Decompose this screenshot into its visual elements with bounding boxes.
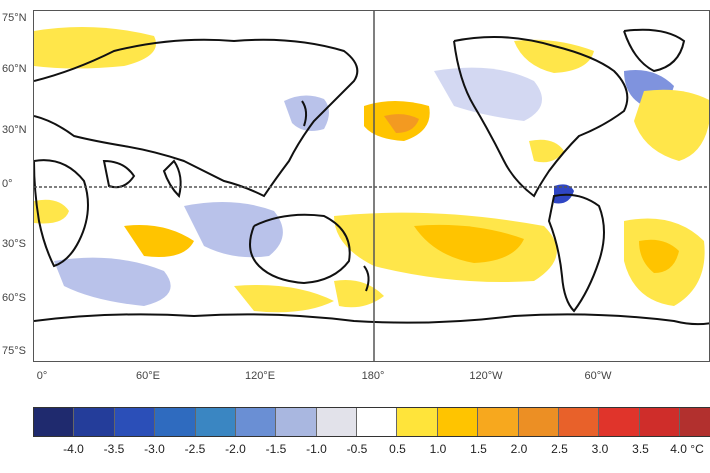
colorbar-swatch [680,408,710,436]
colorbar-swatch [276,408,317,436]
outline-arabia [102,159,136,189]
warm-patch-n-atlantic [634,89,709,161]
lon-label-60e: 60°E [136,370,160,382]
lon-label-120w: 120°W [469,370,503,382]
map-canvas [34,11,709,361]
lat-label-60n: 60°N [2,63,27,75]
continent-outlines [34,28,709,326]
colorbar-tick-label: 4.0 °C [670,442,704,456]
colorbar-swatch [478,408,519,436]
colorbar-tick-label: 3.5 [632,442,649,456]
colorbar-swatch [235,408,277,436]
colorbar-swatch [599,408,640,436]
outline-australia [249,213,351,285]
lat-label-30s: 30°S [2,238,26,250]
outline-greenland [623,28,686,73]
outline-africa [34,159,89,268]
warm-patch-s-atlantic-core [639,239,679,273]
colorbar-swatch [397,408,438,436]
cool-patch-n-pacific [434,67,542,121]
cool-patch-indian-ocean [184,202,283,258]
warm-patch-australia-se [334,280,384,308]
lon-label-180: 180° [361,370,385,382]
colorbar-swatch [639,408,680,436]
colorbar-swatch [357,408,398,436]
warm-patch-s-indian [124,225,194,257]
lat-label-60s: 60°S [2,292,26,304]
warm-patch-sw-indian [34,199,69,224]
warm-patch-n-pacific-core [384,114,419,133]
colorbar-tick-label: -0.5 [346,442,368,456]
colorbar-tick-label: 1.5 [470,442,487,456]
colorbar-tick-label: 3.0 [591,442,609,456]
colorbar-tick-label: -1.5 [265,442,287,456]
colorbar-tick-label: -1.0 [306,442,327,456]
colorbar-tick-label: -4.0 [63,442,84,456]
anomaly-patches [34,27,709,313]
outline-antarctica [34,313,709,326]
colorbar-swatch [114,408,156,436]
colorbar-tick-label: -2.0 [225,442,246,456]
colorbar-swatch [558,408,600,436]
lat-label-eq: 0° [2,178,13,190]
anomaly-map [33,10,710,362]
warm-patch-europe-n [514,39,594,73]
colorbar-swatch [437,408,479,436]
lat-label-30n: 30°N [2,124,27,136]
colorbar-swatch [155,408,196,436]
warm-patch-southern-ocean [234,285,334,313]
colorbar-swatch [518,408,559,436]
outline-eurasia [34,38,359,198]
colorbar-swatch [316,408,357,436]
warm-patch-south-pacific-core [414,224,524,263]
lat-label-75n: 75°N [2,12,27,24]
colorbar-swatch [34,408,75,436]
cool-patch-south-atlantic [54,257,171,306]
outline-japan [301,100,308,127]
outline-north-america [453,36,629,198]
lon-label-120e: 120°E [244,370,276,382]
colorbar-tick-label: -3.0 [144,442,165,456]
outline-new-zealand [363,265,370,292]
warm-patch-arctic [34,27,156,69]
colorbar-swatch [74,408,115,436]
colorbar-tick-label: -3.5 [103,442,125,456]
colorbar [33,407,710,437]
outline-south-america [547,193,605,313]
colorbar-swatch [195,408,236,436]
colorbar-tick-label: 2.0 [510,442,528,456]
lat-label-75s: 75°S [2,345,26,357]
colorbar-tick-label: 2.5 [551,442,568,456]
colorbar-tick-label: 1.0 [429,442,447,456]
outline-india [162,159,182,198]
lon-label-60w: 60°W [584,370,612,382]
warm-patch-caribbean [529,139,564,163]
lon-label-0: 0° [36,370,48,382]
colorbar-tick-label: -2.5 [184,442,206,456]
colorbar-tick-label: 0.5 [389,442,406,456]
